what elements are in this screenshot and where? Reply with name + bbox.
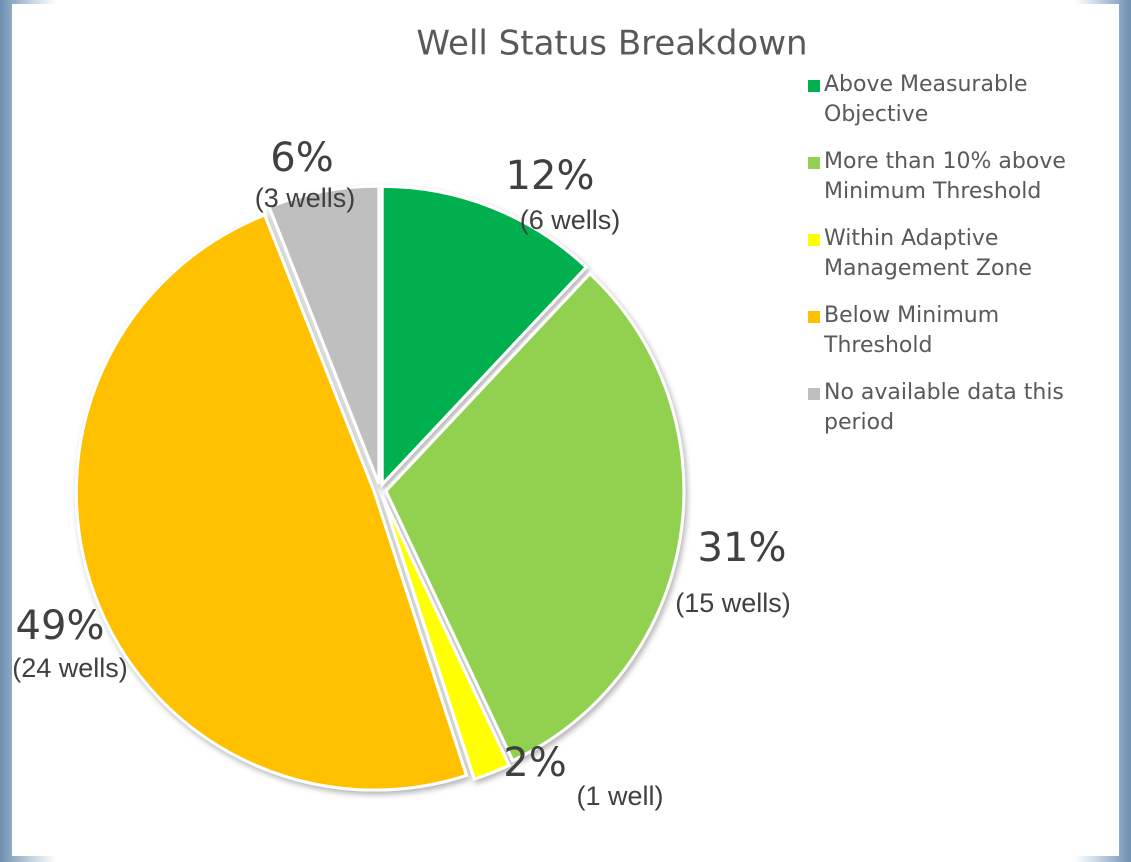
pie (74, 184, 686, 792)
legend-swatch (808, 388, 820, 400)
pie-slice (380, 184, 589, 489)
chart-title: Well Status Breakdown (416, 24, 807, 64)
legend: Above Measurable Objective More than 10% … (808, 70, 1108, 455)
legend-label: Below Minimum Threshold (824, 303, 1000, 358)
legend-swatch (808, 80, 820, 92)
pie-slice (380, 494, 512, 781)
pie-slice (384, 271, 686, 763)
value-label: 31% (698, 525, 787, 571)
well-label: (3 wells) (255, 183, 356, 213)
legend-item: Within Adaptive Management Zone (808, 224, 1108, 284)
pie-slice (267, 184, 381, 485)
legend-swatch (808, 157, 820, 169)
well-label: (15 wells) (675, 588, 791, 618)
legend-swatch (808, 234, 820, 246)
legend-label: Within Adaptive Management Zone (824, 226, 1032, 281)
well-label: (24 wells) (12, 653, 128, 683)
legend-item: No available data this period (808, 378, 1108, 438)
legend-label: No available data this period (824, 380, 1064, 435)
legend-label: More than 10% above Minimum Threshold (824, 149, 1066, 204)
legend-item: Below Minimum Threshold (808, 301, 1108, 361)
legend-item: Above Measurable Objective (808, 70, 1108, 130)
legend-label: Above Measurable Objective (824, 72, 1028, 127)
pie-slice (74, 213, 469, 792)
value-label: 2% (503, 740, 566, 786)
value-label: 49% (16, 603, 105, 649)
well-label: (6 wells) (520, 205, 621, 235)
legend-swatch (808, 311, 820, 323)
value-label: 12% (506, 153, 595, 199)
legend-item: More than 10% above Minimum Threshold (808, 147, 1108, 207)
well-label: (1 well) (576, 781, 663, 811)
value-label: 6% (270, 135, 333, 181)
